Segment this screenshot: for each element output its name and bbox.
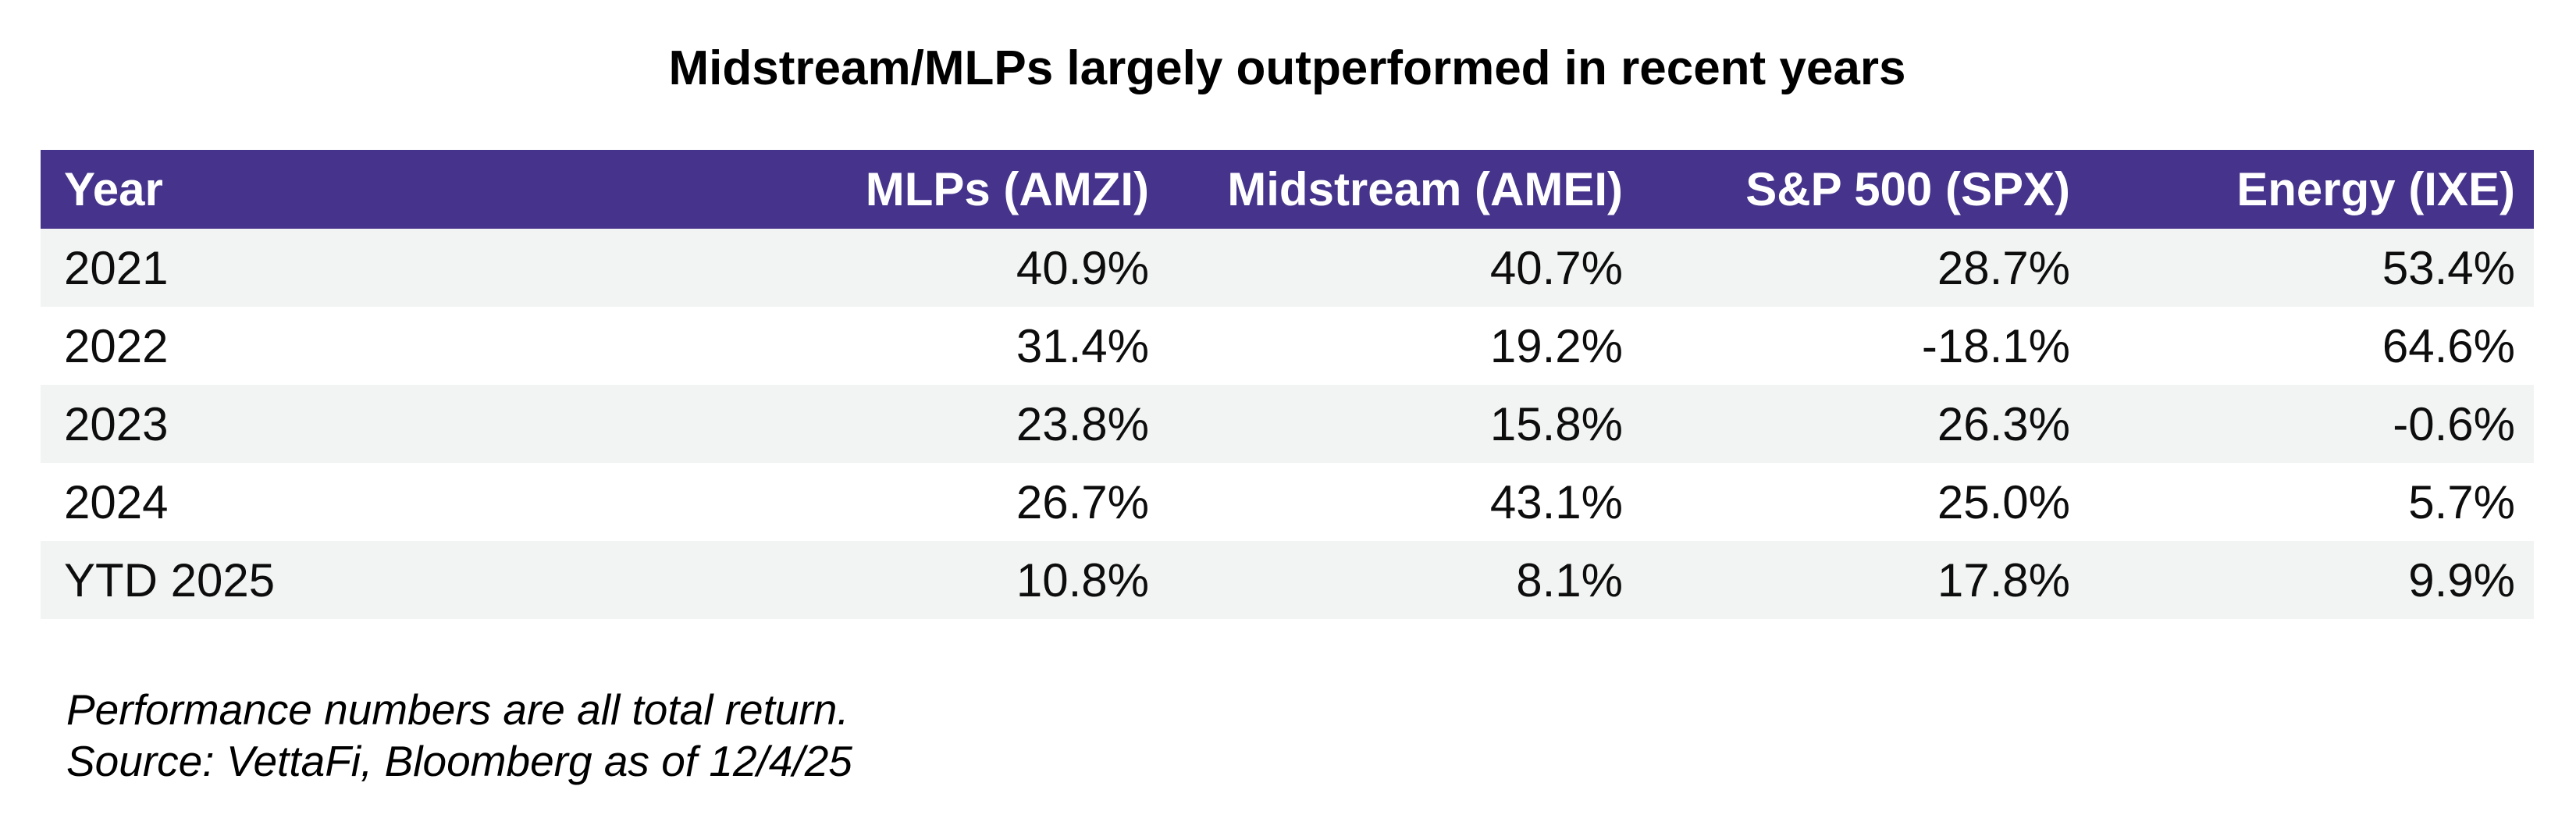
year-cell: 2024 bbox=[64, 475, 169, 528]
sp500-spx-value: 25.0% bbox=[1937, 475, 2070, 528]
column-header-mlps-amzi: MLPs (AMZI) bbox=[696, 150, 1168, 229]
midstream-amei-value: 40.7% bbox=[1489, 241, 1623, 294]
year-cell: 2023 bbox=[64, 397, 169, 450]
performance-table: Year MLPs (AMZI) Midstream (AMEI) S&P 50… bbox=[41, 150, 2534, 619]
year-cell: 2021 bbox=[64, 241, 169, 294]
column-header-energy-ixe: Energy (IXE) bbox=[2089, 150, 2534, 229]
mlps-amzi-value: 23.8% bbox=[1016, 397, 1149, 450]
energy-ixe-value: 9.9% bbox=[2408, 553, 2515, 607]
energy-ixe-value: 64.6% bbox=[2382, 319, 2515, 372]
mlps-amzi-value: 31.4% bbox=[1016, 319, 1149, 372]
midstream-amei-value: 43.1% bbox=[1489, 475, 1623, 528]
column-header-year: Year bbox=[41, 150, 696, 229]
footnote-line-total-return: Performance numbers are all total return… bbox=[66, 685, 849, 734]
energy-ixe-value: 53.4% bbox=[2382, 241, 2515, 294]
table-row-2021: 2021 40.9% 40.7% 28.7% 53.4% bbox=[41, 229, 2534, 307]
column-header-midstream-amei: Midstream (AMEI) bbox=[1168, 150, 1642, 229]
midstream-amei-value: 19.2% bbox=[1489, 319, 1623, 372]
table-row-2023: 2023 23.8% 15.8% 26.3% -0.6% bbox=[41, 385, 2534, 463]
table-row-2024: 2024 26.7% 43.1% 25.0% 5.7% bbox=[41, 463, 2534, 541]
footnote-block: Performance numbers are all total return… bbox=[66, 684, 852, 787]
footnote-line-source: Source: VettaFi, Bloomberg as of 12/4/25 bbox=[66, 737, 852, 785]
column-header-sp500-spx: S&P 500 (SPX) bbox=[1642, 150, 2089, 229]
sp500-spx-value: 28.7% bbox=[1937, 241, 2070, 294]
mlps-amzi-value: 10.8% bbox=[1016, 553, 1149, 607]
energy-ixe-value: -0.6% bbox=[2393, 397, 2515, 450]
year-cell: YTD 2025 bbox=[64, 553, 276, 607]
sp500-spx-value: -18.1% bbox=[1921, 319, 2070, 372]
energy-ixe-value: 5.7% bbox=[2408, 475, 2515, 528]
year-cell: 2022 bbox=[64, 319, 169, 372]
midstream-amei-value: 8.1% bbox=[1516, 553, 1623, 607]
mlps-amzi-value: 40.9% bbox=[1016, 241, 1149, 294]
table-header-row: Year MLPs (AMZI) Midstream (AMEI) S&P 50… bbox=[41, 150, 2534, 229]
midstream-amei-value: 15.8% bbox=[1489, 397, 1623, 450]
table-row-2022: 2022 31.4% 19.2% -18.1% 64.6% bbox=[41, 307, 2534, 385]
page-title: Midstream/MLPs largely outperformed in r… bbox=[668, 41, 1906, 95]
sp500-spx-value: 26.3% bbox=[1937, 397, 2070, 450]
sp500-spx-value: 17.8% bbox=[1937, 553, 2070, 607]
table-row-ytd-2025: YTD 2025 10.8% 8.1% 17.8% 9.9% bbox=[41, 541, 2534, 619]
mlps-amzi-value: 26.7% bbox=[1016, 475, 1149, 528]
